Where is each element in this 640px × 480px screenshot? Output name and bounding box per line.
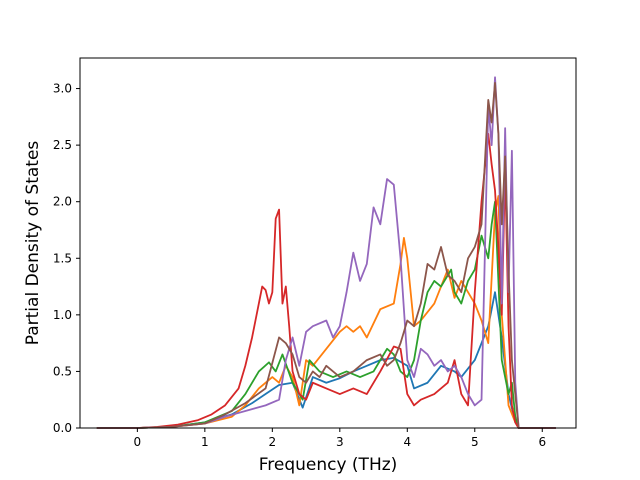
- x-tick-label: 1: [201, 435, 209, 449]
- y-tick-label: 2.5: [53, 138, 72, 152]
- y-tick-label: 0.0: [53, 421, 72, 435]
- series-line-2: [96, 195, 556, 429]
- x-tick-label: 5: [471, 435, 479, 449]
- y-tick-label: 1.0: [53, 308, 72, 322]
- y-axis: 0.0 0.5 1.0 1.5 2.0 2.5 3.0: [53, 82, 80, 435]
- y-tick-label: 2.0: [53, 195, 72, 209]
- y-tick-label: 0.5: [53, 364, 72, 378]
- x-axis: 0 1 2 3 4 5 6: [134, 428, 546, 449]
- x-tick-label: 6: [538, 435, 546, 449]
- x-tick-label: 0: [134, 435, 142, 449]
- x-tick-label: 2: [269, 435, 277, 449]
- series-line-4: [96, 132, 556, 429]
- x-axis-title: Frequency (THz): [259, 455, 398, 475]
- series-line-6: [96, 81, 556, 429]
- x-tick-label: 3: [336, 435, 344, 449]
- y-tick-label: 3.0: [53, 82, 72, 96]
- y-axis-title: Partial Density of States: [23, 141, 43, 346]
- plot-frame: [79, 57, 577, 429]
- y-tick-label: 1.5: [53, 251, 72, 265]
- series-layer: [96, 76, 556, 429]
- x-tick-label: 4: [403, 435, 411, 449]
